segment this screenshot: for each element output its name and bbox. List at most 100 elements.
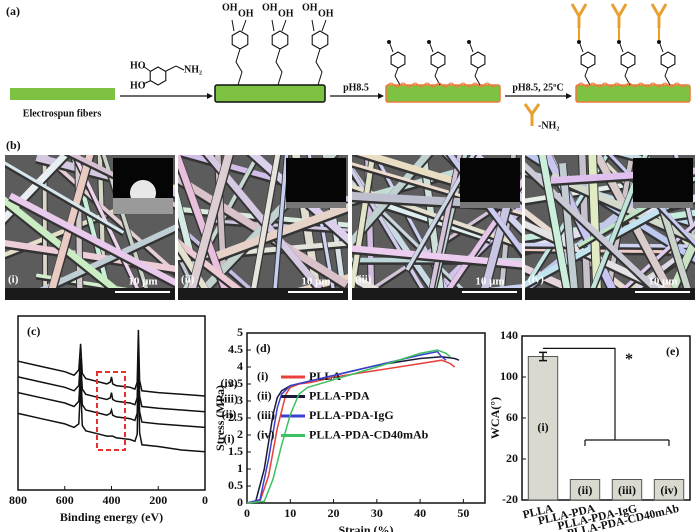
bond xyxy=(429,43,441,86)
droplet xyxy=(130,180,157,198)
scale-label: 10 μm xyxy=(128,276,157,288)
x-tick-label: 20 xyxy=(328,506,340,520)
series-line xyxy=(17,329,206,397)
x-axis-label: Binding energy (eV) xyxy=(60,510,163,524)
squiggle xyxy=(387,82,497,88)
ring xyxy=(620,51,636,69)
sem-image: 10 μm (i) xyxy=(5,155,175,300)
x-tick-label: 200 xyxy=(149,493,167,507)
panel-label: (b) xyxy=(6,138,21,152)
fiber xyxy=(46,155,94,300)
bar-label: (iii) xyxy=(618,483,636,497)
oxygen xyxy=(577,40,581,44)
fiber xyxy=(352,155,432,247)
series-line xyxy=(246,350,447,504)
fiber xyxy=(609,221,695,300)
surface xyxy=(633,202,693,208)
fiber xyxy=(10,88,115,100)
scheme: (a) Electrospun fibers HO HO NH₂ OH OH O… xyxy=(6,2,691,131)
legend-label: (i) xyxy=(257,369,268,383)
y-tick-label: 0.5 xyxy=(228,478,243,492)
fiber xyxy=(438,177,522,300)
info-bar xyxy=(352,288,522,300)
fiber xyxy=(178,174,348,288)
ring xyxy=(580,51,596,69)
x-tick-label: 0 xyxy=(202,493,208,507)
fiber xyxy=(525,162,672,300)
fiber xyxy=(352,165,445,300)
x-tick-label: 40 xyxy=(414,506,426,520)
series-label: (iii) xyxy=(220,391,238,405)
y-axis-label: WCA(°) xyxy=(488,397,502,439)
image-label: (i) xyxy=(8,274,19,286)
ring xyxy=(470,51,486,69)
series-label: (i) xyxy=(223,431,234,445)
plot-frame xyxy=(17,315,206,491)
sem-images: 10 μm (i) 10 μm (ii) 10 μm (iii) 10 μm (iv) xyxy=(5,155,695,300)
x-tick-label: 30 xyxy=(371,506,383,520)
bar xyxy=(653,479,685,501)
legend-label: (iii) xyxy=(257,408,275,422)
substrate-label: Electrospun fibers xyxy=(23,108,102,119)
series-label: (ii) xyxy=(222,407,237,421)
legend-label: (iv) xyxy=(257,427,274,441)
legend-label: (ii) xyxy=(257,388,272,402)
ring xyxy=(149,66,167,86)
bar-label: (iv) xyxy=(660,483,677,497)
series-line xyxy=(17,371,206,453)
panel-label: (d) xyxy=(256,341,271,355)
fiber xyxy=(352,245,522,268)
inset xyxy=(633,158,693,208)
y-tick-label: 4.5 xyxy=(228,342,243,356)
y-tick-label: 2.5 xyxy=(228,410,243,424)
ring xyxy=(390,51,406,69)
step-label: pH8.5 xyxy=(343,82,369,93)
fiber xyxy=(249,155,281,300)
oxygen xyxy=(387,40,391,44)
dopamine-oh: HO xyxy=(130,60,146,71)
x-tick-label: 800 xyxy=(9,493,27,507)
ring xyxy=(430,51,446,69)
arrow-head xyxy=(378,93,384,99)
surface xyxy=(460,202,520,208)
fiber xyxy=(178,155,231,297)
oxygen xyxy=(427,40,431,44)
bond xyxy=(579,43,591,86)
scale-label: 10 μm xyxy=(648,276,677,288)
fiber xyxy=(215,203,348,260)
image-label: (ii) xyxy=(181,274,195,286)
dopamine-oh: HO xyxy=(130,80,146,91)
hydroxyl: OH xyxy=(278,8,294,19)
series-line xyxy=(246,349,451,504)
hydroxyl: OH xyxy=(222,2,238,13)
fiber xyxy=(585,155,648,300)
info-bar xyxy=(178,288,348,300)
series-label: (iv) xyxy=(220,376,237,390)
sem-image: 10 μm (iii) xyxy=(352,155,522,300)
bond xyxy=(619,43,631,86)
y-axis-label: Stress (MPa) xyxy=(213,385,227,451)
x-tick-label: 400 xyxy=(103,493,121,507)
y-tick-label: 4 xyxy=(237,359,243,373)
inset xyxy=(286,158,346,208)
y-tick-label: 3.5 xyxy=(228,376,243,390)
scale-label: 10 μm xyxy=(301,276,330,288)
x-tick-label: 10 xyxy=(284,506,296,520)
fiber xyxy=(5,196,135,300)
fiber xyxy=(204,155,323,291)
surface xyxy=(286,202,346,208)
fiber xyxy=(214,84,326,103)
info-bar xyxy=(525,288,695,300)
fiber xyxy=(352,162,522,216)
inset xyxy=(460,158,520,208)
fiber xyxy=(184,155,233,300)
x-axis-label: Strain (%) xyxy=(339,523,394,532)
arrow-head xyxy=(566,93,572,99)
annotation: * xyxy=(625,351,633,368)
fiber xyxy=(5,161,125,234)
hydroxyl: OH xyxy=(318,8,334,19)
fiber xyxy=(352,155,376,300)
antibody xyxy=(610,3,628,28)
antibody-amine: -NH₂ xyxy=(538,120,559,131)
image-label: (iv) xyxy=(528,274,544,286)
